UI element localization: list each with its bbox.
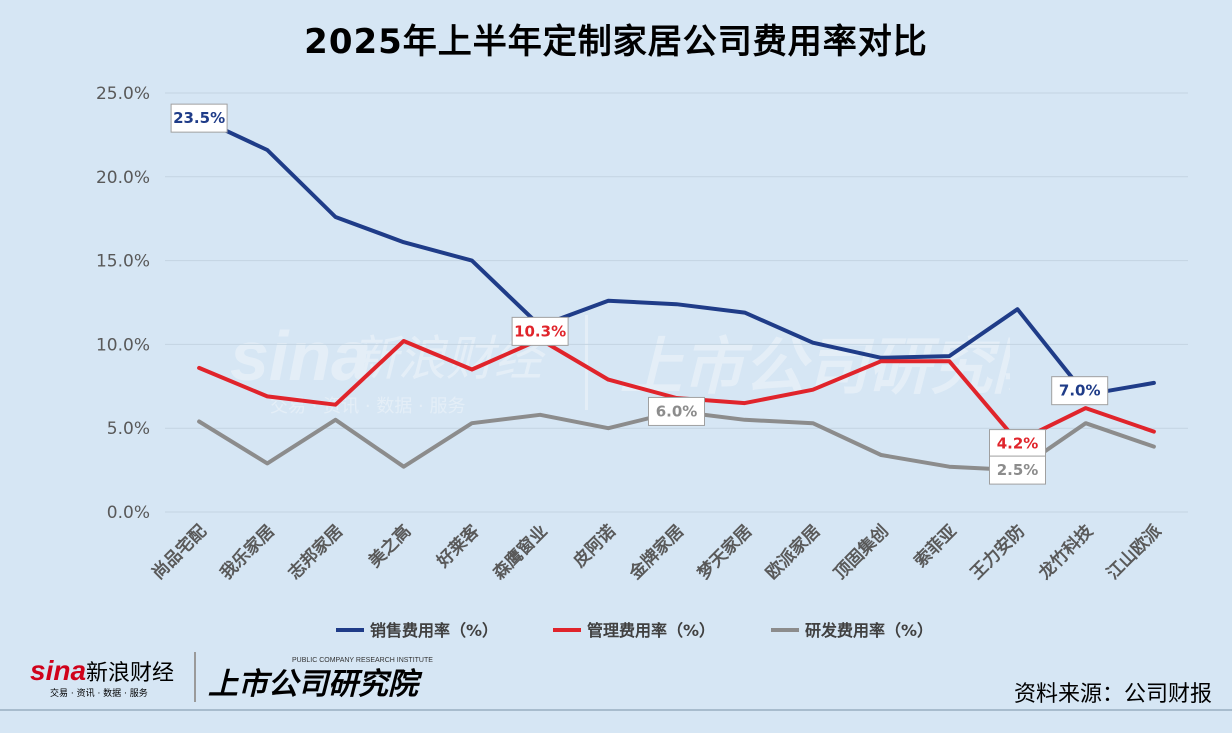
legend-label: 研发费用率（%）: [805, 621, 933, 640]
x-tick-label: 江山欧派: [1103, 520, 1167, 584]
legend: 销售费用率（%） 管理费用率（%） 研发费用率（%）: [336, 621, 933, 640]
legend-item: 销售费用率（%）: [336, 621, 498, 640]
legend-item: 管理费用率（%）: [553, 621, 715, 640]
legend-label: 管理费用率（%）: [587, 621, 715, 640]
data-label-box: 7.0%: [1051, 376, 1109, 406]
data-label: 2.5%: [997, 461, 1039, 479]
legend-item: 研发费用率（%）: [771, 621, 933, 640]
footer-brand: 新浪财经: [86, 661, 174, 686]
footer-institute: 上市公司研究院: [208, 667, 423, 702]
x-tick-label: 尚品宅配: [148, 521, 211, 584]
chart-title: 2025年上半年定制家居公司费用率对比: [304, 22, 928, 62]
data-label-box: 4.2%: [989, 429, 1046, 459]
chart: 0.0% 5.0% 10.0% 15.0% 20.0% 25.0% 尚品宅配 我乐家居 志邦家…: [96, 84, 1188, 640]
x-tick-label: 美之高: [364, 521, 415, 572]
x-tick-label: 金牌家居: [624, 521, 688, 585]
x-tick-label: 王力安防: [966, 521, 1029, 584]
data-label-box: 6.0%: [648, 396, 705, 426]
x-tick-label: 梦天家居: [693, 521, 756, 584]
gridlines: [165, 92, 1188, 513]
footer-sina: sina: [30, 655, 86, 686]
y-tick-label: 10.0%: [96, 335, 150, 355]
y-tick-label: 0.0%: [107, 503, 150, 523]
x-tick-label: 森鹰窗业: [489, 521, 552, 584]
y-axis: 0.0% 5.0% 10.0% 15.0% 20.0% 25.0%: [96, 84, 150, 523]
x-tick-label: 欧派家居: [762, 521, 825, 584]
x-tick-label: 志邦家居: [284, 521, 347, 584]
data-label: 4.2%: [997, 435, 1039, 453]
y-tick-label: 20.0%: [96, 168, 150, 188]
footer-logo: sina 新浪财经 交易 · 资讯 · 数据 · 服务 PUBLIC COMPA…: [30, 652, 433, 702]
footer-tagline: 交易 · 资讯 · 数据 · 服务: [50, 687, 148, 699]
data-label-box: 23.5%: [170, 103, 228, 133]
x-tick-label: 顶固集创: [830, 521, 893, 584]
data-label: 6.0%: [656, 402, 698, 420]
series-line-0: [197, 116, 1156, 397]
source-note: 资料来源：公司财报: [1013, 682, 1212, 707]
data-label: 10.3%: [514, 322, 566, 340]
legend-label: 销售费用率（%）: [370, 621, 498, 640]
x-tick-label: 我乐家居: [216, 521, 279, 584]
x-tick-label: 皮阿诺: [569, 521, 620, 572]
y-tick-label: 5.0%: [107, 419, 150, 439]
x-tick-label: 好莱客: [432, 520, 484, 572]
y-tick-label: 15.0%: [96, 252, 150, 272]
data-labels: 23.5% 10.3% 6.0% 4.2% 2.5% 7.0%: [170, 103, 1109, 485]
footer-divider: [0, 709, 1232, 711]
data-label-box: 2.5%: [989, 455, 1046, 485]
y-tick-label: 25.0%: [96, 84, 150, 104]
x-axis: 尚品宅配 我乐家居 志邦家居 美之高 好莱客 森鹰窗业 皮阿诺 金牌家居 梦天家居 欧派家居 顶固集…: [148, 520, 1166, 584]
x-tick-label: 索菲亚: [910, 521, 961, 572]
data-label: 7.0%: [1059, 382, 1101, 400]
data-label: 23.5%: [173, 109, 225, 127]
footer-institute-en: PUBLIC COMPANY RESEARCH INSTITUTE: [292, 657, 433, 664]
data-label-box: 10.3%: [511, 316, 569, 346]
x-tick-label: 龙竹科技: [1034, 520, 1098, 584]
